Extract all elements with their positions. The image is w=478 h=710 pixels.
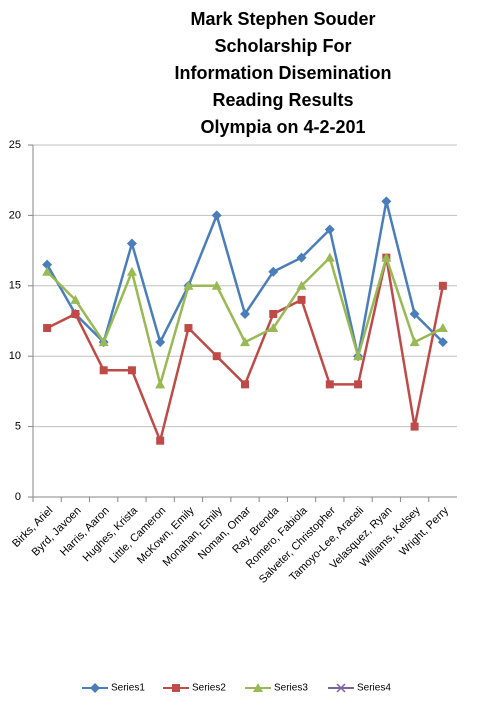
legend-marker [172,684,180,692]
marker [43,324,52,333]
marker [268,323,279,333]
marker [269,309,278,318]
marker [70,294,81,304]
marker [437,337,448,348]
series-line [46,257,445,445]
marker [353,351,364,361]
marker [438,281,447,290]
marker [98,337,109,347]
marker [155,379,166,389]
marker [324,224,335,235]
marker [354,380,363,389]
legend-label: Series3 [274,683,308,694]
legend-marker [90,683,100,693]
marker [211,280,222,290]
legend-marker [253,683,263,692]
chart-title: Olympia on 4-2-201 [200,117,365,137]
chart-title: Mark Stephen Souder [190,9,375,29]
marker [211,210,222,221]
y-tick-label: 20 [9,209,21,221]
legend-marker [336,683,346,693]
marker [99,366,108,375]
marker [409,337,420,347]
marker [296,252,307,263]
chart-title: Scholarship For [214,36,351,56]
marker [437,323,448,333]
marker [324,252,335,262]
chart-title: Reading Results [212,90,353,110]
marker [71,309,80,318]
marker [126,238,137,249]
marker [156,436,165,445]
marker [381,252,392,262]
y-tick-label: 0 [15,491,21,503]
marker [297,295,306,304]
marker [127,366,136,375]
marker [42,266,53,276]
y-tick-label: 10 [9,350,21,362]
legend-label: Series4 [357,683,391,694]
y-tick-label: 15 [9,280,21,292]
marker [268,266,279,277]
marker [42,259,53,270]
y-tick-label: 5 [15,421,21,433]
marker [410,422,419,431]
marker [240,308,250,319]
legend-label: Series1 [111,683,145,694]
series-line [46,253,444,390]
marker [184,324,193,333]
marker [381,196,392,207]
legend-label: Series2 [192,683,226,694]
marker [212,352,221,361]
y-tick-label: 25 [9,139,21,151]
marker [409,308,420,319]
marker [240,337,250,347]
marker [183,280,194,290]
marker [155,337,166,348]
marker [126,266,137,276]
marker [241,380,249,389]
marker [296,280,307,290]
chart-title: Information Disemination [174,63,391,83]
marker [325,380,334,389]
